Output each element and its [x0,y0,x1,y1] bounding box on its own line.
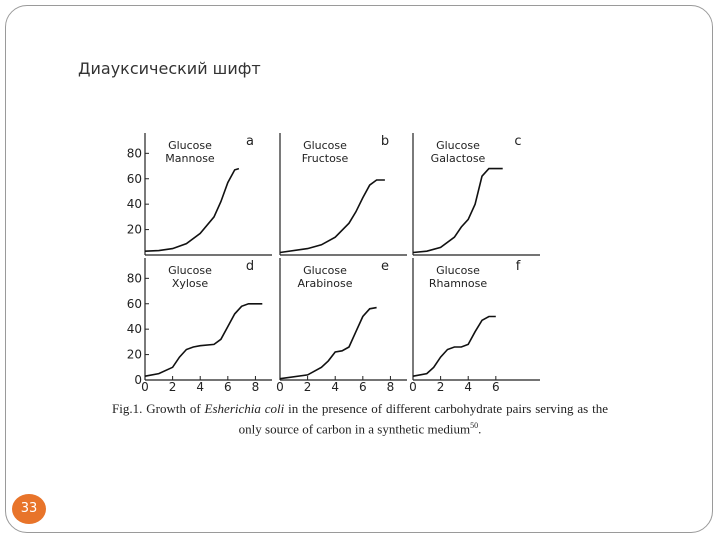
panel-title: Galactose [431,152,486,165]
page-number: 33 [12,494,46,524]
x-tick-label: 2 [169,380,177,394]
x-tick-label: 6 [224,380,232,394]
y-tick-label: 60 [127,297,142,311]
panel-title: Mannose [165,152,215,165]
panel-title: Rhamnose [429,277,488,290]
panel-title: Glucose [436,264,480,277]
caption-end: . [478,421,482,437]
y-tick-label: 0 [134,373,142,387]
growth-curve [412,167,503,254]
panel-title: Glucose [168,264,212,277]
x-tick-label: 4 [196,380,204,394]
panel-letter: c [514,134,521,149]
y-tick-label: 20 [127,348,142,362]
panel-title: Glucose [168,139,212,152]
y-tick-label: 60 [127,172,142,186]
x-tick-label: 2 [304,380,312,394]
panel-title: Arabinose [297,277,352,290]
y-tick-label: 80 [127,271,142,285]
x-tick-label: 0 [409,380,417,394]
growth-curve [412,315,496,377]
panel-title: Fructose [302,152,349,165]
figure-caption: Fig.1. Growth of Esherichia coli in the … [112,400,608,437]
caption-prefix: Fig.1. Growth of [112,401,205,416]
x-tick-label: 8 [387,380,395,394]
x-tick-label: 4 [464,380,472,394]
caption-reference: 50 [470,421,479,430]
panel-title: Glucose [303,139,347,152]
panel-letter: b [381,134,389,149]
panel-letter: d [246,259,254,274]
y-tick-label: 40 [127,322,142,336]
x-tick-label: 2 [437,380,445,394]
growth-curve [144,167,240,252]
panel-title: Glucose [436,139,480,152]
panel-title: Xylose [172,277,209,290]
x-tick-label: 6 [492,380,500,394]
panel-letter: e [381,259,389,274]
growth-curve [279,179,385,254]
caption-text: in the presence of different carbohydrat… [238,401,608,437]
y-tick-label: 20 [127,223,142,237]
panel-title: Glucose [303,264,347,277]
growth-curve [279,306,377,380]
panel-letter: a [246,134,254,149]
slide-frame [5,5,713,533]
caption-organism: Esherichia coli [204,401,285,416]
slide-title: Диауксический шифт [78,59,261,78]
panel-letter: f [516,259,521,274]
x-tick-label: 0 [141,380,149,394]
y-tick-label: 80 [127,146,142,160]
y-tick-label: 40 [127,197,142,211]
x-tick-label: 4 [331,380,339,394]
growth-curve [144,303,263,377]
x-tick-label: 6 [359,380,367,394]
x-tick-label: 8 [252,380,260,394]
x-tick-label: 0 [276,380,284,394]
